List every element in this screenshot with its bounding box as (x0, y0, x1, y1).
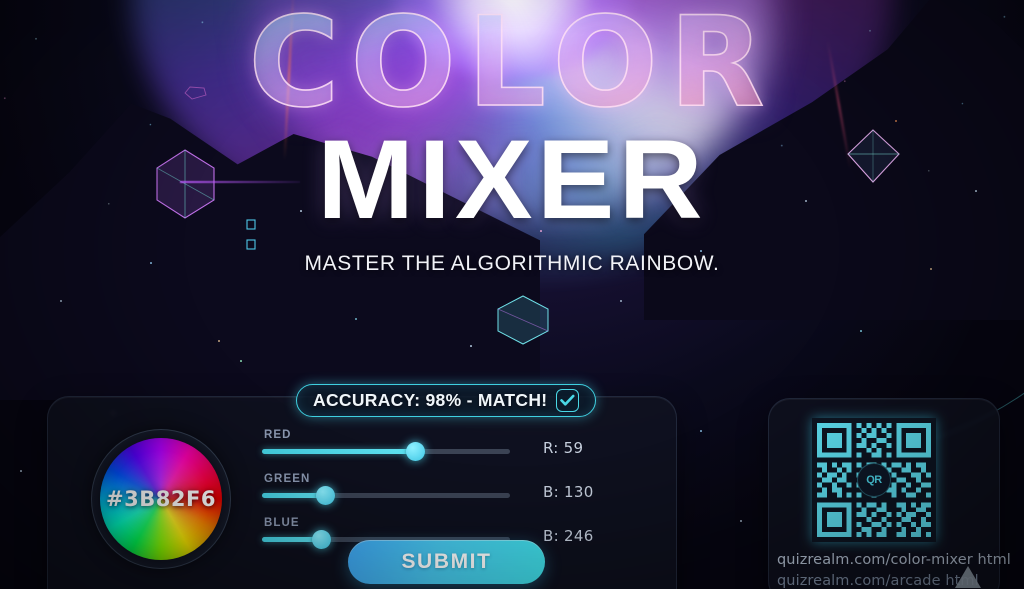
slider-track-red[interactable] (262, 442, 510, 461)
slider-label-green: GREEN (264, 473, 311, 485)
wireframe-small-shape (182, 86, 208, 100)
slider-track-blue[interactable] (262, 530, 510, 549)
slider-fill-red (262, 449, 416, 454)
qr-center-logo: QR (857, 463, 891, 497)
qr-url-secondary[interactable]: quizrealm.com/arcade html (777, 573, 979, 589)
slider-value-blue: B: 246 (543, 527, 594, 545)
page-title-mixer: MIXER (317, 117, 707, 242)
slider-thumb-red[interactable] (406, 442, 426, 461)
qr-url-primary[interactable]: quizrealm.com/color-mixer html (777, 552, 1011, 568)
page-subtitle: MASTER THE ALGORITHMIC RAINBOW. (304, 252, 720, 275)
slider-value-red: R: 59 (543, 439, 584, 457)
slider-track-green[interactable] (262, 486, 510, 505)
rgb-sliders: RED R: 59 GREEN B: 130 BLUE B: 246 (262, 429, 612, 563)
slider-fill-blue (262, 537, 322, 542)
page-title-color: COLOR (0, 0, 1024, 126)
status-badge: ACCURACY: 98% - MATCH! (296, 384, 597, 417)
slider-value-green: B: 130 (543, 483, 594, 501)
submit-button[interactable]: SUBMIT (348, 540, 545, 584)
slider-thumb-green[interactable] (315, 486, 335, 505)
purple-laser-beam (180, 181, 300, 183)
check-icon (556, 389, 580, 412)
color-wheel-gradient: #3B82F6 (100, 438, 222, 560)
hex-value-label: #3B82F6 (106, 487, 216, 511)
qr-code[interactable]: QR (812, 418, 936, 542)
wireframe-octahedron-right (845, 128, 901, 184)
slider-thumb-blue[interactable] (312, 530, 332, 549)
slider-fill-green (262, 493, 326, 498)
slider-label-blue: BLUE (264, 517, 300, 529)
up-arrow-icon[interactable] (955, 566, 981, 588)
slider-row-red: RED R: 59 (262, 429, 612, 465)
slider-label-red: RED (264, 429, 292, 441)
qr-url-block: quizrealm.com/color-mixer html quizrealm… (777, 552, 1011, 589)
accuracy-label: ACCURACY: 98% - MATCH! (313, 390, 548, 410)
slider-row-blue: BLUE B: 246 (262, 517, 612, 553)
wireframe-hexagon-center (495, 295, 551, 345)
wireframe-glyph-left (243, 218, 259, 254)
hero-title-block: COLOR MIXER MASTER THE ALGORITHMIC RAINB… (0, 0, 1024, 276)
slider-row-green: GREEN B: 130 (262, 473, 612, 509)
wireframe-polyhedron-left (152, 148, 218, 220)
color-wheel-icon[interactable]: #3B82F6 (91, 429, 231, 569)
